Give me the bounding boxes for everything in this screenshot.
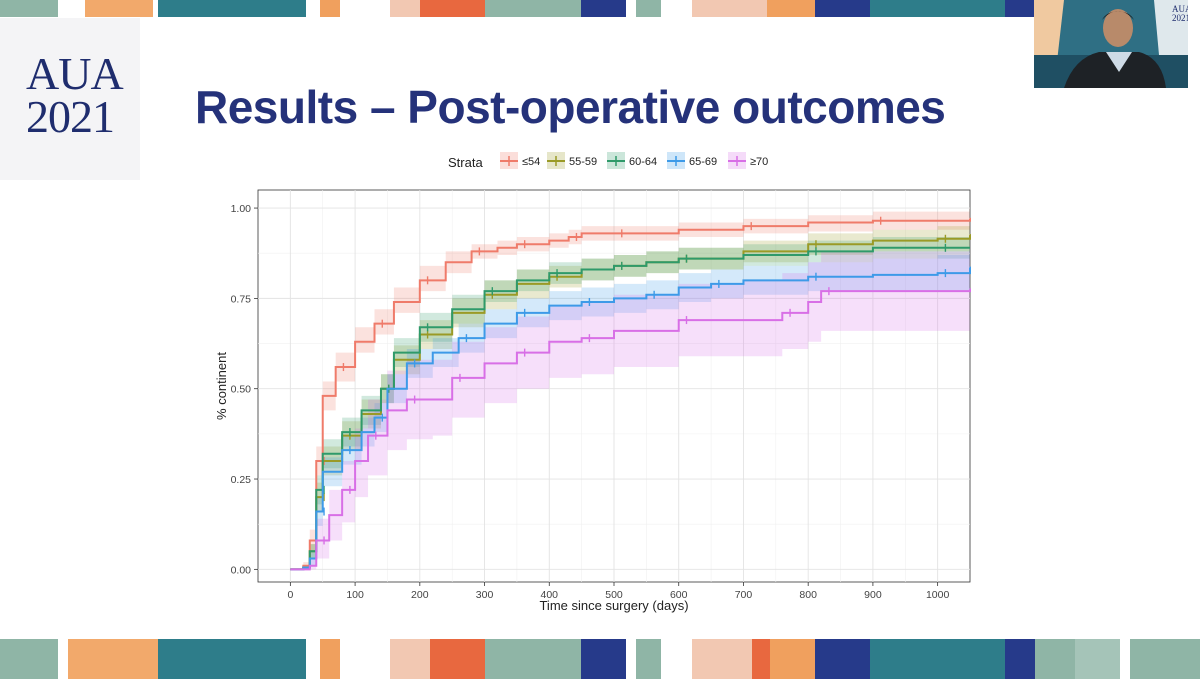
logo-text-year: 2021 [26, 91, 115, 142]
x-tick-label: 800 [799, 589, 817, 601]
x-tick-label: 700 [735, 589, 753, 601]
legend-label: ≥70 [750, 156, 768, 168]
y-axis-label: % continent [214, 352, 229, 420]
x-tick-label: 900 [864, 589, 882, 601]
decorative-top-band [0, 0, 1200, 17]
x-tick-label: 600 [670, 589, 688, 601]
decorative-bottom-band [0, 639, 1200, 679]
x-tick-label: 100 [346, 589, 364, 601]
x-tick-label: 1000 [926, 589, 950, 601]
ci-band-2 [290, 236, 970, 570]
series-line-4 [290, 288, 971, 571]
grid-lines [258, 190, 970, 582]
y-tick-label: 1.00 [231, 203, 252, 215]
ci-band-4 [290, 247, 970, 570]
y-tick-label: 0.00 [231, 564, 252, 576]
series-lines [290, 216, 971, 571]
aua-2021-logo: AUA 2021 [0, 18, 140, 180]
chart-legend: ≤54 55-59 60-64 65-69 ≥70 [500, 152, 768, 169]
mini-logo-aua: AUA [1172, 4, 1188, 14]
presenter-video-thumbnail: AUA 2021 [1034, 0, 1188, 88]
y-tick-label: 0.25 [231, 474, 252, 486]
slide-title: Results – Post-operative outcomes [195, 81, 946, 133]
axis-ticks: 0 100 200 300 400 500 600 700 800 900 1000 0.00 0.25… [231, 203, 950, 601]
series-line-3 [290, 266, 971, 571]
legend-label: ≤54 [522, 156, 540, 168]
y-tick-label: 0.75 [231, 293, 252, 305]
x-tick-label: 300 [476, 589, 494, 601]
mini-logo-year: 2021 [1172, 13, 1188, 23]
legend-label: 55-59 [569, 156, 597, 168]
x-tick-label: 200 [411, 589, 429, 601]
legend-title: Strata [448, 155, 483, 170]
ci-band-3 [290, 247, 970, 570]
y-tick-label: 0.50 [231, 384, 252, 396]
x-tick-label: 500 [605, 589, 623, 601]
x-axis-label: Time since surgery (days) [539, 598, 688, 613]
legend-label: 65-69 [689, 156, 717, 168]
x-tick-label: 400 [541, 589, 559, 601]
logo-text-aua: AUA [26, 48, 124, 99]
series-line-0 [290, 217, 971, 571]
x-tick-label: 0 [287, 589, 293, 601]
legend-label: 60-64 [629, 156, 657, 168]
